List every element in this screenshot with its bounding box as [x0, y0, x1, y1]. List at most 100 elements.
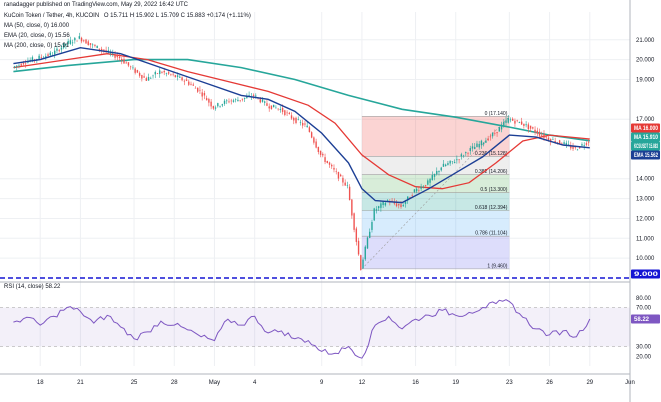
- candle-body-231: [529, 125, 532, 129]
- candle-body-93: [221, 104, 223, 106]
- candle-body-173: [400, 204, 402, 208]
- candle-body-72: [174, 75, 177, 78]
- candle-body-171: [395, 203, 398, 207]
- candle-body-193: [444, 164, 447, 167]
- candle-body-74: [179, 76, 181, 78]
- candle-body-205: [471, 146, 474, 149]
- candle-body-213: [489, 136, 492, 138]
- ema20-legend[interactable]: EMA (20, close, 0) 15.56: [4, 33, 70, 39]
- candle-body-194: [447, 163, 449, 165]
- candle-body-250: [572, 145, 574, 149]
- candle-body-91: [217, 103, 219, 107]
- candle-body-184: [424, 185, 427, 186]
- candle-body-151: [351, 199, 353, 216]
- candle-body-128: [299, 122, 302, 123]
- candle-body-140: [326, 160, 328, 163]
- candle-body-138: [322, 153, 324, 156]
- candle-body-76: [183, 80, 186, 82]
- candle-body-119: [279, 108, 282, 111]
- rsi-legend[interactable]: RSI (14, close) 58.22: [4, 284, 61, 290]
- candle-body-235: [538, 131, 541, 136]
- candle-body-71: [172, 73, 174, 75]
- candle-body-30: [80, 37, 83, 42]
- candle-body-1: [16, 65, 18, 67]
- candle-body-176: [407, 196, 409, 201]
- candle-body-67: [163, 70, 165, 73]
- rsi-value-tag-bg: [631, 314, 660, 324]
- candle-body-12: [40, 57, 43, 58]
- candle-body-179: [413, 189, 416, 192]
- candle-body-75: [181, 77, 183, 81]
- candle-body-165: [382, 201, 384, 206]
- candle-body-64: [156, 73, 159, 74]
- x-tick-label-7: 12: [359, 380, 366, 386]
- candle-body-160: [371, 222, 373, 230]
- candle-body-203: [467, 153, 469, 154]
- candle-body-206: [474, 146, 476, 150]
- candle-body-35: [92, 44, 94, 46]
- candle-body-16: [49, 52, 51, 56]
- candle-body-2: [18, 65, 20, 66]
- fib-level-label-1: 0.236 (15.128): [475, 151, 508, 157]
- candle-body-86: [205, 98, 208, 101]
- price-tag-bg-2: [631, 141, 660, 151]
- fib-zone-5: [361, 236, 510, 269]
- candle-body-208: [478, 143, 480, 148]
- candle-body-38: [98, 48, 101, 50]
- rsi-line: [13, 299, 591, 359]
- x-tick-label-5: 4: [253, 380, 257, 386]
- candle-body-33: [87, 41, 89, 46]
- y-tick-label-2: 19.000: [636, 77, 655, 83]
- candle-body-132: [308, 127, 311, 133]
- x-tick-label-4: May: [209, 380, 220, 386]
- candle-body-27: [74, 37, 76, 41]
- candle-body-11: [38, 55, 40, 60]
- rsi-panel: 80.00 70.00 30.00 20.00 58.22: [0, 296, 660, 360]
- candle-body-234: [536, 130, 538, 134]
- fibonacci-retracement: 0 (17.140) 0.236 (15.128) 0.382 (14.206) 0.…: [361, 111, 510, 269]
- candle-body-201: [462, 155, 465, 157]
- ma200-legend[interactable]: MA (200, close, 0) 15.91: [4, 43, 70, 49]
- candle-body-200: [460, 154, 463, 157]
- candle-body-209: [480, 140, 483, 146]
- x-tick-label-6: 9: [320, 380, 324, 386]
- price-tag-2: KCSUSDT 15.883: [631, 141, 660, 151]
- price-tag-1: MA 15.910: [631, 132, 660, 142]
- candle-body-34: [89, 43, 92, 45]
- price-tag-bg-3: [631, 150, 660, 160]
- candlestick-series: [13, 32, 590, 271]
- candle-body-50: [125, 62, 127, 64]
- candle-body-95: [226, 100, 228, 102]
- candle-body-161: [373, 208, 375, 221]
- candle-body-96: [228, 101, 230, 103]
- candle-body-192: [442, 163, 445, 167]
- candle-body-121: [284, 110, 286, 115]
- y-tick-label-3: 17.000: [636, 117, 655, 123]
- x-tick-label-10: 23: [506, 380, 513, 386]
- candle-body-156: [362, 259, 364, 269]
- fib-level-label-3: 0.5 (13.300): [480, 187, 507, 193]
- candle-body-40: [103, 49, 105, 52]
- candle-body-80: [192, 84, 194, 86]
- x-tick-label-11: 26: [546, 380, 553, 386]
- symbol-label: KuCoin Token / Tether, 4h, KUCOIN: [4, 13, 100, 19]
- candle-body-227: [520, 121, 523, 125]
- fib-level-label-6: 1 (9.460): [487, 263, 507, 269]
- ma50-legend[interactable]: MA (50, close, 0) 16.000: [4, 23, 70, 29]
- candle-body-159: [369, 231, 371, 238]
- candle-body-113: [266, 103, 268, 106]
- candle-body-18: [54, 50, 56, 55]
- candle-body-26: [71, 42, 74, 44]
- candle-body-82: [197, 87, 199, 92]
- x-tick-label-8: 16: [412, 380, 419, 386]
- candle-body-129: [302, 122, 304, 126]
- candle-body-22: [62, 43, 65, 48]
- candle-body-39: [100, 48, 103, 51]
- candle-body-239: [547, 137, 550, 141]
- candle-body-78: [188, 81, 190, 85]
- rsi-tick-label-3: 20.00: [636, 354, 652, 360]
- candle-body-143: [333, 167, 335, 170]
- symbol-header: KuCoin Token / Tether, 4h, KUCOIN O 15.7…: [4, 13, 254, 19]
- price-tags: MA 16.000 MA 15.910 KCSUSDT 15.883 EMA 15.5…: [631, 123, 660, 279]
